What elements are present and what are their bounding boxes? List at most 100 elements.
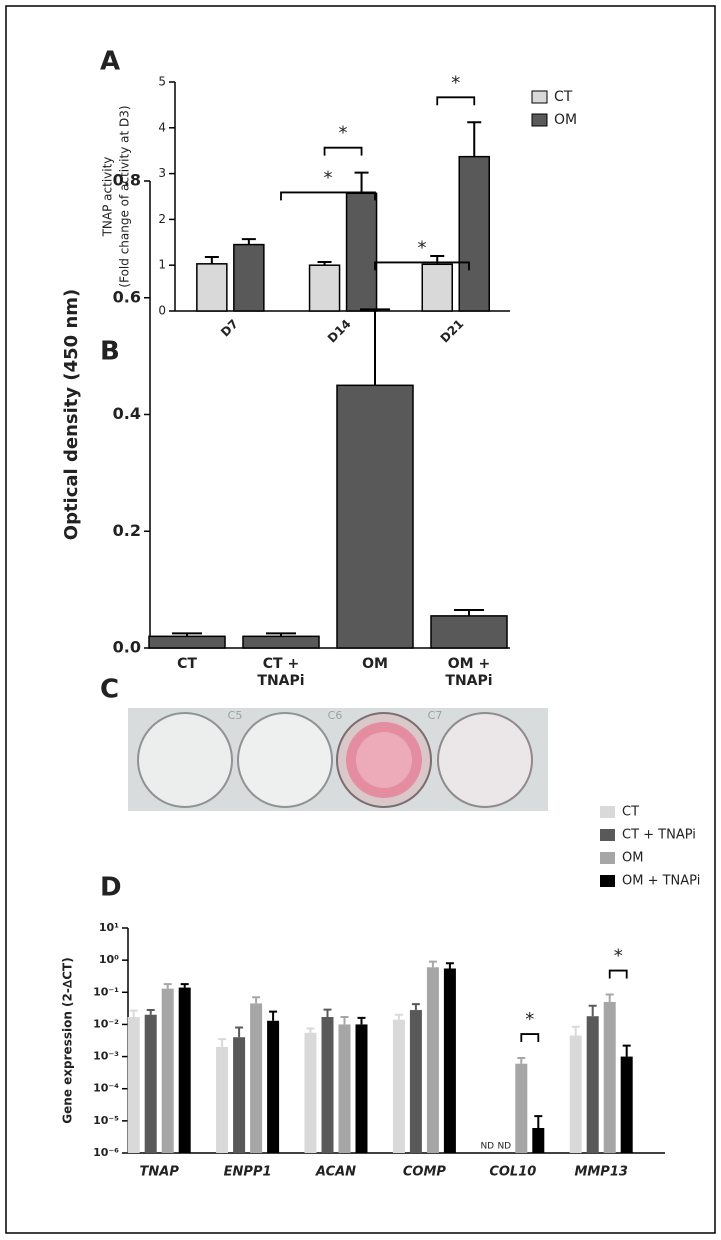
y-tick-label: 10⁰ — [99, 953, 119, 966]
y-tick-label: 5 — [158, 75, 166, 89]
x-tick-label: MMP13 — [574, 1165, 628, 1180]
x-tick-label: D21 — [438, 317, 467, 346]
y-tick-label: 10⁻¹ — [93, 985, 119, 998]
bar — [430, 615, 508, 649]
x-tick-label: CT — [177, 656, 197, 672]
x-tick-label: D7 — [218, 317, 241, 340]
panel-letter: C — [100, 675, 119, 705]
well — [137, 712, 233, 808]
bar — [532, 1127, 545, 1153]
y-tick-label: 10⁻⁵ — [93, 1114, 119, 1127]
nd-label: ND — [480, 1142, 494, 1152]
well — [237, 712, 333, 808]
panel-letter: A — [100, 47, 120, 77]
legend-label: CT — [554, 89, 573, 105]
error-bar — [411, 1003, 420, 1011]
plate-label: C5 — [228, 709, 243, 722]
error-bar — [180, 983, 189, 988]
bar — [161, 988, 174, 1153]
bar — [233, 243, 265, 312]
error-bar — [534, 1115, 543, 1128]
x-tick-label: ACAN — [315, 1165, 356, 1180]
error-bar — [588, 1004, 597, 1017]
error-bar — [163, 983, 172, 989]
error-bar — [269, 1010, 278, 1021]
significance-bracket — [323, 146, 363, 156]
error-bar — [129, 1009, 138, 1018]
plate-label: C6 — [328, 709, 343, 722]
error-bar — [517, 1057, 526, 1064]
x-tick-label: D14 — [325, 317, 354, 346]
error-bar — [357, 1016, 366, 1025]
x-tick-label: TNAP — [140, 1165, 180, 1180]
bar — [321, 1017, 334, 1153]
significance-label: * — [324, 167, 333, 188]
bar — [250, 1003, 263, 1153]
legend-swatch — [600, 829, 615, 841]
bar — [304, 1032, 317, 1153]
error-bar — [605, 993, 614, 1002]
y-tick-label: 1 — [158, 258, 166, 272]
bar — [267, 1020, 280, 1153]
significance-bracket — [436, 96, 476, 106]
significance-label: * — [614, 946, 623, 967]
error-bar — [146, 1009, 155, 1015]
bar — [345, 192, 378, 312]
y-tick-label: 10⁻⁶ — [93, 1146, 119, 1159]
significance-label: * — [339, 123, 348, 144]
bar — [216, 1046, 229, 1153]
bar — [336, 384, 414, 649]
y-tick-label: 0 — [158, 304, 166, 318]
y-axis-label: Gene expression (2-∆CT) — [61, 957, 75, 1123]
error-bar — [266, 632, 296, 637]
significance-label: * — [525, 1009, 534, 1030]
error-bar — [235, 1026, 244, 1038]
panel-letter: D — [100, 873, 122, 903]
y-tick-label: 10¹ — [99, 921, 119, 934]
y-tick-label: 10⁻² — [93, 1017, 119, 1030]
error-bar — [340, 1016, 349, 1025]
error-bar — [394, 1013, 403, 1020]
error-bar — [204, 255, 219, 264]
bar — [586, 1016, 599, 1153]
well — [437, 712, 533, 808]
bar — [127, 1017, 140, 1153]
legend-swatch — [600, 875, 615, 887]
significance-bracket — [520, 1033, 540, 1043]
legend-label: CT + TNAPi — [622, 828, 696, 843]
bar — [308, 264, 341, 312]
x-tick-label: CT + TNAPi — [257, 656, 305, 689]
y-tick-label: 10⁻³ — [93, 1050, 119, 1063]
y-tick-label: 0.6 — [113, 287, 141, 306]
error-bar — [354, 171, 369, 194]
legend-label: OM — [622, 851, 643, 866]
panel-letter: B — [100, 337, 120, 367]
error-bar — [323, 1008, 332, 1018]
x-tick-label: ENPP1 — [224, 1165, 272, 1180]
bar — [242, 635, 320, 649]
legend-label: OM + TNAPi — [622, 874, 700, 889]
error-bar — [622, 1044, 631, 1057]
x-tick-label: COL10 — [489, 1165, 536, 1180]
bar — [515, 1063, 528, 1153]
significance-bracket — [280, 191, 376, 201]
legend-label: CT — [622, 805, 639, 820]
error-bar — [445, 962, 454, 969]
bar — [233, 1037, 246, 1153]
legend-swatch — [531, 113, 548, 127]
error-bar — [241, 238, 256, 245]
bar — [178, 987, 191, 1153]
bar — [569, 1035, 582, 1153]
bar — [421, 263, 453, 312]
error-bar — [467, 121, 482, 157]
error-bar — [428, 960, 437, 968]
y-tick-label: 0.8 — [113, 171, 141, 190]
y-tick-label: 10⁻⁴ — [93, 1082, 119, 1095]
significance-bracket — [608, 969, 628, 979]
error-bar — [306, 1027, 315, 1033]
bar — [392, 1019, 405, 1153]
y-tick-label: 2 — [158, 212, 166, 226]
error-bar — [317, 260, 332, 266]
legend-swatch — [531, 90, 548, 104]
